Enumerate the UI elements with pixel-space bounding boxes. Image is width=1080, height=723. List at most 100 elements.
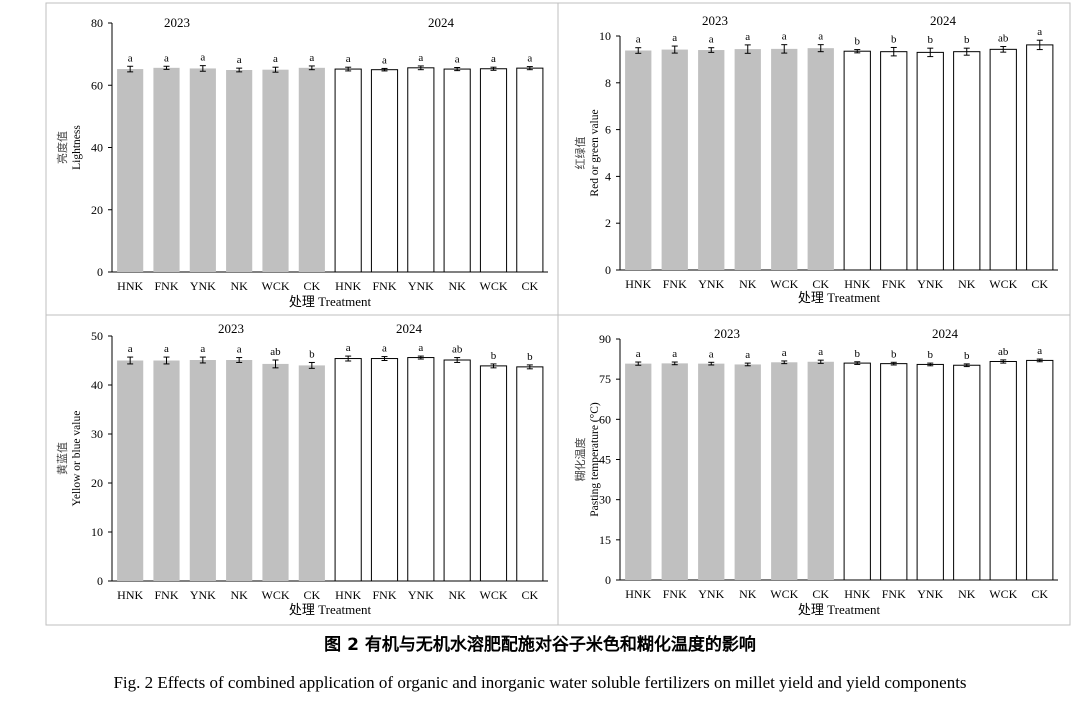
significance-label: a — [745, 349, 750, 361]
x-tick-label: YNK — [698, 587, 724, 601]
x-tick-label: YNK — [190, 588, 216, 602]
y-axis-label: 红绿值 Red or green value — [573, 109, 601, 196]
significance-label: b — [527, 351, 533, 363]
significance-label: b — [891, 33, 897, 45]
x-tick-label: HNK — [844, 277, 870, 291]
group-label: 2024 — [396, 321, 423, 336]
group-label: 2024 — [932, 326, 959, 341]
significance-label: a — [782, 347, 787, 359]
bar — [226, 360, 253, 581]
bar — [807, 361, 834, 580]
bar — [698, 50, 725, 270]
y-tick-label: 40 — [91, 378, 103, 392]
bar — [807, 48, 834, 270]
bar — [262, 363, 289, 581]
bar — [370, 69, 399, 273]
bar — [334, 358, 362, 582]
x-tick-label: NK — [230, 588, 248, 602]
y-axis-label-cn: 红绿值 — [573, 137, 587, 170]
y-tick-label: 20 — [91, 203, 103, 217]
x-tick-label: WCK — [262, 588, 290, 602]
figure-caption-en: Fig. 2 Effects of combined application o… — [113, 673, 967, 692]
significance-label: b — [855, 36, 861, 48]
significance-label: ab — [270, 346, 281, 358]
x-tick-label: YNK — [698, 277, 724, 291]
x-tick-label: WCK — [989, 277, 1017, 291]
significance-label: a — [709, 34, 714, 46]
y-axis-label: 亮度值 Lightness — [55, 125, 83, 170]
significance-label: a — [418, 342, 423, 354]
significance-label: a — [745, 31, 750, 43]
y-axis-label-en: Lightness — [71, 125, 83, 170]
significance-label: a — [200, 343, 205, 355]
x-tick-label: FNK — [663, 587, 687, 601]
bar — [189, 68, 216, 272]
x-tick-label: NK — [739, 277, 757, 291]
bar — [1026, 44, 1054, 271]
x-tick-label: CK — [812, 587, 829, 601]
significance-label: a — [382, 343, 387, 355]
significance-label: b — [964, 34, 970, 46]
bar — [407, 67, 435, 273]
y-tick-label: 80 — [91, 16, 103, 30]
x-tick-label: CK — [303, 588, 320, 602]
bar — [479, 365, 508, 582]
x-tick-label: YNK — [917, 277, 943, 291]
bar — [771, 48, 798, 271]
significance-label: a — [128, 343, 133, 355]
significance-label: a — [709, 348, 714, 360]
bar — [189, 360, 216, 581]
chart-panel-1: 0 20 40 60 80 亮度值 Lightness a HNK a FNK a YNK a NK a WCK… — [55, 15, 548, 309]
y-axis-label-cn: 糊化温度 — [573, 438, 587, 482]
significance-label: b — [491, 350, 497, 362]
x-axis-label: 处理 Treatment — [798, 602, 881, 617]
significance-label: a — [382, 54, 387, 66]
significance-label: a — [455, 54, 460, 66]
y-tick-label: 6 — [605, 123, 611, 137]
bar — [734, 49, 761, 270]
y-axis-label-en: Red or green value — [589, 109, 601, 196]
significance-label: a — [1037, 345, 1042, 357]
y-axis-label: 糊化温度 Pasting temperature (°C) — [573, 402, 601, 517]
significance-label: b — [928, 34, 934, 46]
significance-label: a — [672, 348, 677, 360]
y-tick-label: 60 — [91, 78, 103, 92]
x-tick-label: CK — [812, 277, 829, 291]
group-label: 2023 — [714, 326, 740, 341]
x-tick-label: WCK — [480, 588, 508, 602]
bar — [443, 359, 471, 582]
group-label: 2024 — [930, 13, 957, 28]
significance-label: b — [964, 350, 970, 362]
significance-label: b — [891, 348, 897, 360]
x-tick-label: FNK — [882, 587, 906, 601]
y-tick-label: 10 — [91, 525, 103, 539]
significance-label: a — [237, 344, 242, 356]
bar — [661, 49, 688, 271]
bar — [298, 67, 325, 272]
bar — [771, 362, 798, 580]
bar — [370, 358, 399, 582]
x-tick-label: HNK — [117, 279, 143, 293]
significance-label: a — [1037, 26, 1042, 38]
significance-label: a — [636, 34, 641, 46]
y-tick-label: 45 — [599, 453, 611, 467]
bar — [989, 360, 1017, 581]
bar — [989, 48, 1017, 271]
significance-label: b — [928, 349, 934, 361]
x-tick-label: YNK — [408, 279, 434, 293]
x-tick-label: WCK — [770, 587, 798, 601]
group-label: 2023 — [164, 15, 190, 30]
x-tick-label: WCK — [989, 587, 1017, 601]
x-tick-label: HNK — [625, 277, 651, 291]
y-axis-label-en: Yellow or blue value — [71, 411, 83, 507]
x-tick-label: CK — [1031, 587, 1048, 601]
chart-panel-4: 0 15 30 45 60 75 90 糊化温度 Pasting temperature (°C… — [573, 326, 1058, 617]
significance-label: a — [164, 343, 169, 355]
y-tick-label: 30 — [91, 427, 103, 441]
y-tick-label: 2 — [605, 216, 611, 230]
x-tick-label: FNK — [154, 588, 178, 602]
bar — [880, 363, 908, 581]
significance-label: a — [818, 346, 823, 358]
y-tick-label: 0 — [97, 265, 103, 279]
x-tick-label: NK — [739, 587, 757, 601]
